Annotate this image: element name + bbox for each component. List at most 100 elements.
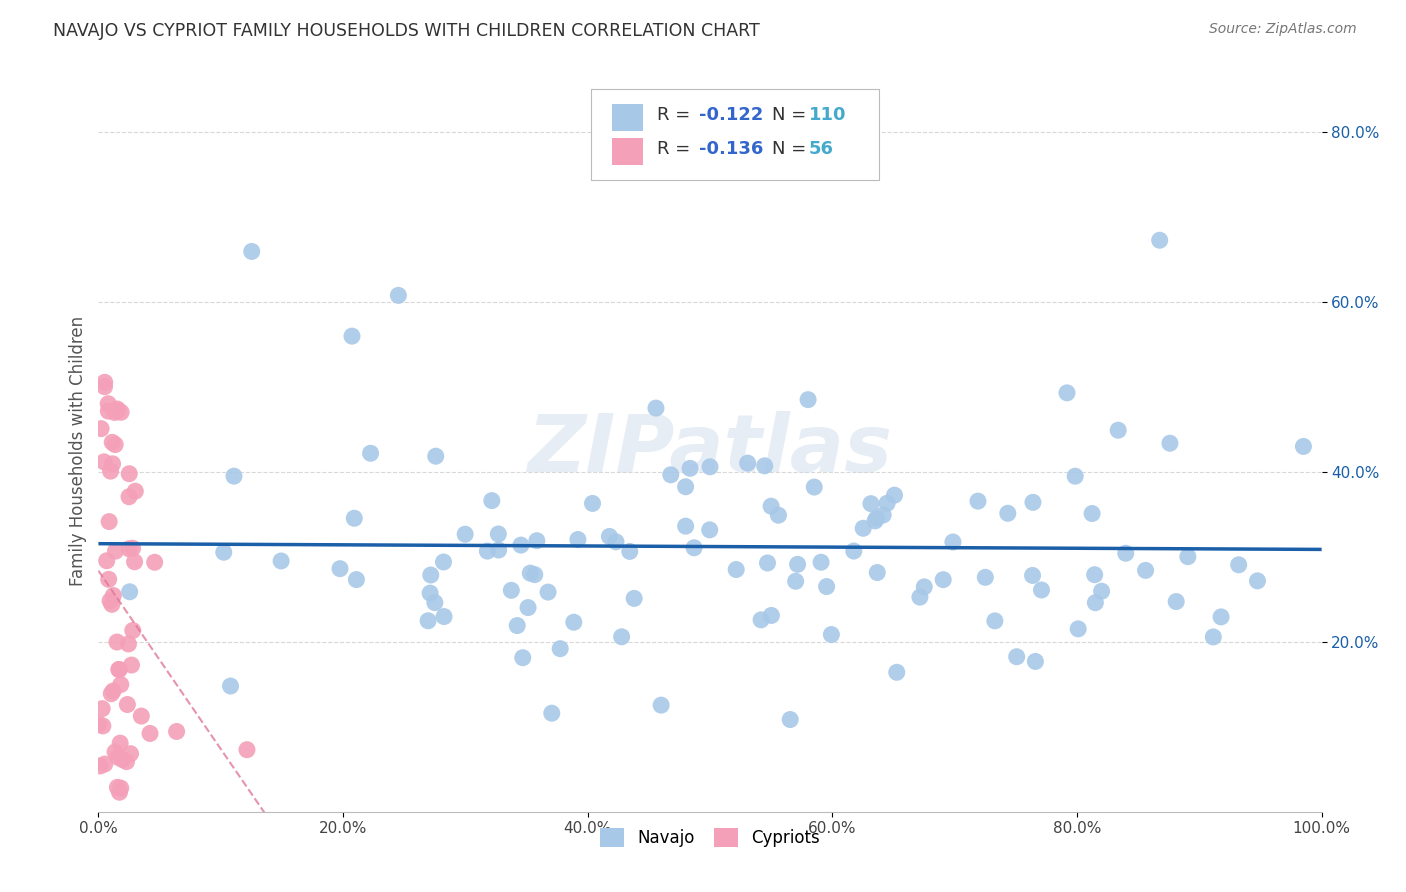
Point — [650, 698, 672, 713]
Point — [1084, 567, 1107, 582]
Text: -0.122: -0.122 — [699, 106, 763, 124]
Point — [118, 584, 141, 599]
Point — [932, 573, 955, 587]
Point — [143, 555, 166, 569]
Point — [675, 519, 697, 533]
Point — [121, 624, 143, 638]
Point — [97, 404, 120, 418]
Point — [108, 785, 131, 799]
Point — [540, 706, 562, 721]
Point — [344, 573, 367, 587]
Point — [1091, 584, 1114, 599]
Point — [526, 533, 548, 548]
Point — [89, 759, 111, 773]
Point — [517, 600, 540, 615]
Point — [481, 493, 503, 508]
Point — [810, 555, 832, 569]
Point — [768, 508, 790, 523]
Point — [1149, 233, 1171, 247]
Point — [797, 392, 820, 407]
Point — [1081, 507, 1104, 521]
Point — [1159, 436, 1181, 450]
Point — [94, 757, 117, 772]
Point — [619, 544, 641, 558]
Point — [523, 567, 546, 582]
Point — [236, 742, 259, 756]
Point — [872, 508, 894, 522]
Point — [1115, 546, 1137, 560]
Point — [139, 726, 162, 740]
Point — [360, 446, 382, 460]
Point — [1292, 439, 1315, 453]
Point — [699, 523, 721, 537]
Point — [91, 701, 114, 715]
Point — [423, 596, 446, 610]
Point — [107, 404, 129, 418]
Point — [477, 544, 499, 558]
Point — [509, 538, 531, 552]
Point — [454, 527, 477, 541]
Point — [118, 467, 141, 481]
Point — [886, 665, 908, 680]
Point — [1177, 549, 1199, 564]
Point — [749, 613, 772, 627]
Point — [96, 554, 118, 568]
Point — [97, 397, 120, 411]
Point — [87, 717, 110, 731]
Point — [942, 535, 965, 549]
Point — [759, 499, 782, 513]
Point — [997, 506, 1019, 520]
Text: ZIPatlas: ZIPatlas — [527, 411, 893, 490]
Point — [1022, 495, 1045, 509]
Point — [108, 662, 131, 676]
Point — [101, 597, 124, 611]
Point — [111, 753, 134, 767]
Point — [912, 580, 935, 594]
Point — [501, 583, 523, 598]
Point — [1202, 630, 1225, 644]
Point — [104, 745, 127, 759]
Point — [343, 511, 366, 525]
Point — [598, 529, 620, 543]
Point — [329, 562, 352, 576]
Text: R =: R = — [657, 106, 696, 124]
Point — [433, 609, 456, 624]
Point — [240, 244, 263, 259]
Point — [93, 455, 115, 469]
Point — [212, 545, 235, 559]
Point — [537, 585, 560, 599]
Point — [91, 719, 114, 733]
Point — [984, 614, 1007, 628]
Point — [100, 687, 122, 701]
Point — [105, 402, 128, 417]
Point — [852, 521, 875, 535]
Point — [754, 458, 776, 473]
Point — [967, 494, 990, 508]
Point — [1227, 558, 1250, 572]
Text: -0.136: -0.136 — [699, 140, 763, 158]
Point — [117, 637, 139, 651]
Point — [98, 594, 121, 608]
Point — [883, 488, 905, 502]
Point — [131, 709, 153, 723]
Point — [340, 329, 363, 343]
Point — [1246, 574, 1268, 588]
Point — [108, 663, 131, 677]
Point — [108, 736, 131, 750]
Point — [659, 467, 682, 482]
Point — [425, 449, 447, 463]
Point — [121, 541, 143, 556]
Text: N =: N = — [772, 140, 811, 158]
Point — [908, 590, 931, 604]
Point — [683, 541, 706, 555]
Point — [100, 464, 122, 478]
Point — [1024, 655, 1046, 669]
Point — [785, 574, 807, 589]
Point — [562, 615, 585, 630]
Point — [124, 484, 146, 499]
Text: Source: ZipAtlas.com: Source: ZipAtlas.com — [1209, 22, 1357, 37]
Point — [1166, 594, 1188, 608]
Point — [1135, 563, 1157, 577]
Point — [1021, 568, 1043, 582]
Point — [548, 641, 571, 656]
